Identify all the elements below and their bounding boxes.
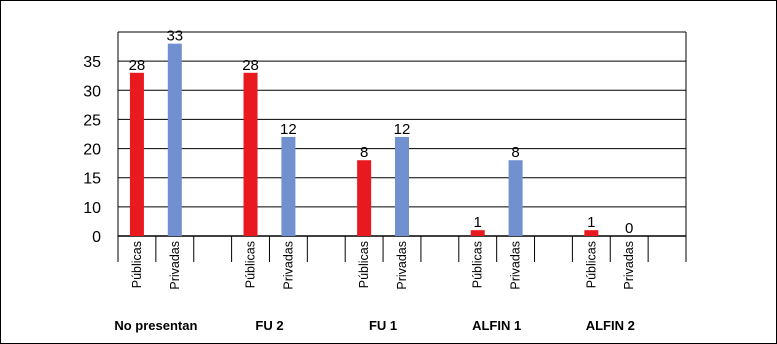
y-tick-label: 10: [83, 200, 101, 217]
bar: [508, 160, 523, 236]
data-label: 33: [166, 28, 183, 45]
category-label: Públicas: [584, 241, 598, 288]
data-label: 12: [280, 121, 297, 138]
data-label: 8: [511, 144, 519, 161]
data-label: 1: [587, 214, 595, 231]
category-label: Privadas: [395, 241, 409, 290]
bar: [167, 43, 182, 237]
bar: [395, 136, 409, 236]
data-label: 28: [242, 57, 259, 74]
bar: [584, 230, 599, 236]
category-label: Privadas: [281, 241, 295, 290]
y-tick-label: 25: [83, 112, 101, 129]
category-label: Públicas: [130, 241, 144, 288]
bar: [470, 230, 485, 236]
group-label: No presentan: [114, 318, 197, 333]
group-label: ALFIN 2: [586, 318, 635, 333]
category-label: Privadas: [622, 241, 636, 290]
y-tick-label: 20: [83, 142, 101, 159]
bar: [243, 72, 258, 236]
group-label: FU 2: [255, 318, 283, 333]
bar: [129, 72, 144, 236]
data-label: 12: [394, 121, 411, 138]
bar: [281, 136, 296, 236]
category-label: Públicas: [244, 241, 258, 288]
bar: [357, 160, 372, 236]
y-tick-label: 15: [83, 171, 101, 188]
data-label: 1: [474, 214, 482, 231]
y-tick-label: 0: [92, 229, 101, 246]
data-label: 28: [129, 57, 146, 74]
data-label: 8: [360, 144, 368, 161]
category-label: Privadas: [509, 241, 523, 290]
y-tick-label: 30: [83, 83, 101, 100]
category-label: Públicas: [471, 241, 485, 288]
data-label: 0: [625, 220, 633, 237]
group-label: FU 1: [369, 318, 397, 333]
group-label: ALFIN 1: [472, 318, 521, 333]
category-label: Públicas: [357, 241, 371, 288]
y-tick-label: 35: [83, 54, 101, 71]
category-label: Privadas: [168, 241, 182, 290]
